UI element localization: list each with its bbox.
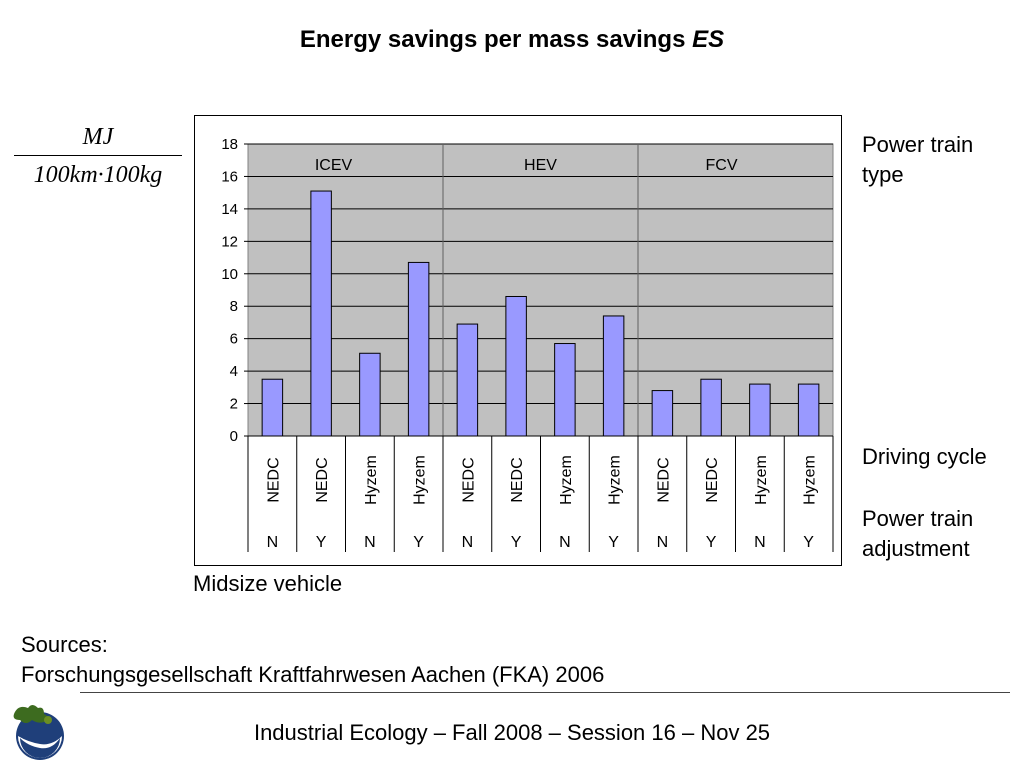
adjustment-label: N [559,534,571,551]
chart-caption: Midsize vehicle [193,571,343,596]
adjustment-label: Y [511,534,522,551]
adjustment-label: Y [803,534,814,551]
adjustment-label: N [462,534,474,551]
bar [700,378,722,437]
adjustment-label: Y [316,534,327,551]
sources-heading: Sources: [21,632,108,657]
x-tick-label: NEDC [655,457,672,502]
fraction-bar [14,155,182,156]
oak-leaf-globe-logo-icon [13,705,64,760]
title-main: Energy savings per mass savings [299,26,693,53]
adjustment-label: N [267,534,279,551]
bar [651,390,674,437]
adjustment-label: N [364,534,376,551]
group-label: HEV [524,157,557,174]
unit-fraction: MJ 100km·100kg [12,124,184,189]
y-tick-label: 18 [221,136,238,153]
unit-numerator: MJ [82,124,114,150]
bar [456,323,479,437]
x-tick-label: Hyzem [802,455,819,505]
x-tick-label: NEDC [460,457,477,502]
slide-title: Energy savings per mass savings ES [0,26,1024,54]
group-label: FCV [706,157,738,174]
adjustment-label: Y [608,534,619,551]
label-power-train-type: Power train type [862,132,974,187]
x-tick-label: NEDC [314,457,331,502]
y-tick-label: 2 [230,396,238,413]
bar-chart: 0 2 4 6 8 10 12 14 16 18 ICEV HEV FCV NEDC N NEDC Y Hyzem… [221,136,834,552]
bar [407,261,430,437]
y-tick-label: 4 [230,363,238,380]
adjustment-label: Y [706,534,717,551]
title-italic: ES [692,26,725,53]
bar [505,295,527,437]
bar [359,352,381,437]
x-tick-label: NEDC [265,457,282,502]
bar [261,378,284,437]
y-tick-label: 16 [221,168,238,185]
x-tick-label: Hyzem [363,455,380,505]
label-power-train-adjustment: Power train adjustment [862,506,974,561]
y-tick-label: 12 [221,233,238,250]
chart-frame: 0 2 4 6 8 10 12 14 16 18 ICEV HEV FCV NEDC N NEDC Y Hyzem… [194,115,842,566]
adjustment-label: N [657,534,669,551]
label-driving-cycle: Driving cycle [862,444,987,469]
x-tick-label: Hyzem [558,455,575,505]
sources: Sources: Forschungsgesellschaft Kraftfah… [21,630,604,690]
y-tick-label: 14 [221,201,238,218]
bar [310,190,332,437]
x-tick-label: Hyzem [412,455,429,505]
unit-denominator: 100km·100kg [33,162,163,188]
y-tick-label: 6 [230,331,238,348]
x-tick-label: Hyzem [753,455,770,505]
bar [554,343,576,437]
bar [602,315,625,437]
bar [797,383,820,437]
x-tick-label: NEDC [509,457,526,502]
plot-area [247,143,834,437]
footer-divider [80,692,1010,693]
adjustment-label: Y [413,534,424,551]
footer-text: Industrial Ecology – Fall 2008 – Session… [253,720,771,745]
bar [749,383,771,437]
y-tick-label: 8 [230,298,238,315]
y-tick-label: 0 [230,428,238,445]
adjustment-label: N [754,534,766,551]
y-tick-label: 10 [221,266,238,283]
group-label: ICEV [315,157,353,174]
x-tick-label: Hyzem [607,455,624,505]
sources-text: Forschungsgesellschaft Kraftfahrwesen Aa… [21,662,605,687]
x-tick-label: NEDC [704,457,721,502]
